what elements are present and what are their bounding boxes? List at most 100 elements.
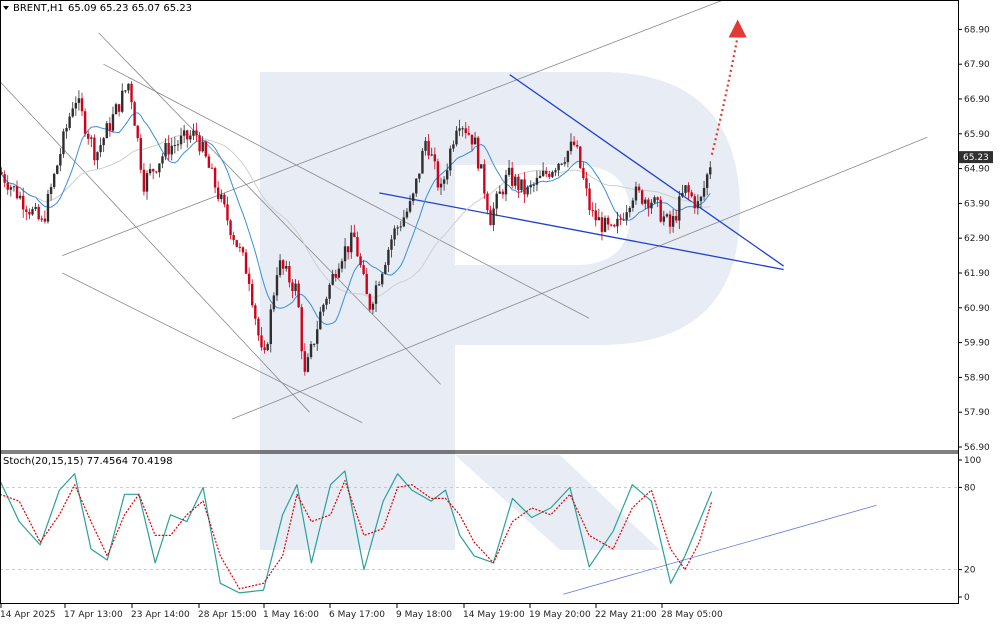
- candle-body: [442, 179, 446, 184]
- candle-body: [46, 193, 50, 222]
- time-tick-label: 28 May 05:00: [661, 610, 723, 620]
- time-tick-label: 14 Apr 2025: [0, 610, 56, 620]
- time-tick-label: 22 May 21:00: [595, 610, 657, 620]
- candle-body: [535, 177, 539, 185]
- dropdown-icon[interactable]: [3, 6, 9, 10]
- candle-body: [6, 182, 9, 190]
- candle-body: [130, 83, 133, 103]
- time-tick-label: 1 May 16:00: [263, 610, 319, 620]
- candle-body: [306, 357, 310, 372]
- trend-line-wedge-lower: [379, 192, 784, 271]
- candle-body: [687, 185, 690, 193]
- candle-body: [226, 204, 229, 221]
- stochastic-tick-label: 80: [964, 483, 976, 493]
- candle-body: [216, 187, 220, 200]
- candle-body: [15, 186, 19, 199]
- candle-body: [405, 211, 409, 218]
- candle-body: [241, 247, 245, 253]
- candle-body: [396, 227, 399, 229]
- candle-body: [696, 201, 700, 209]
- stochastic-stoch_signal-line: [0, 480, 713, 590]
- symbol-label: BRENT,H1: [13, 3, 64, 14]
- candle-body: [117, 104, 121, 112]
- time-tick-label: 23 Apr 14:00: [131, 610, 190, 620]
- candle-body: [606, 217, 610, 225]
- candle-body: [470, 134, 474, 145]
- candle-body: [557, 163, 560, 171]
- candle-body: [340, 261, 344, 269]
- candle-body: [56, 165, 59, 174]
- candle-body: [121, 90, 124, 112]
- candle-body: [223, 194, 226, 205]
- stochastic-label: Stoch(20,15,15) 77.4564 70.4198: [3, 456, 173, 467]
- candle-body: [709, 167, 712, 175]
- candle-body: [458, 128, 461, 131]
- candle-body: [548, 173, 551, 177]
- candle-body: [155, 171, 158, 173]
- candle-body: [198, 135, 201, 152]
- candle-body: [0, 172, 3, 175]
- candle-body: [554, 170, 557, 172]
- chart-frame: [0, 0, 959, 604]
- candle-body: [371, 303, 375, 310]
- candle-body: [127, 83, 130, 91]
- price-tick-label: 67.90: [964, 60, 990, 70]
- candle-body: [31, 209, 34, 215]
- candle-body: [34, 206, 37, 210]
- candle-body: [520, 179, 523, 191]
- current-price-label: 65.23: [963, 153, 989, 163]
- candle-body: [353, 232, 356, 237]
- candle-body: [136, 125, 139, 139]
- candle-body: [167, 142, 170, 155]
- candle-body: [179, 135, 183, 145]
- symbol-header[interactable]: BRENT,H1 65.09 65.23 65.07 65.23: [3, 3, 192, 14]
- candle-body: [653, 197, 656, 203]
- time-tick-label: 28 Apr 15:00: [198, 610, 257, 620]
- candle-body: [622, 219, 625, 221]
- price-axis: 68.90 67.90 66.90 65.90 64.90 63.90 62.90 61.90…: [958, 25, 993, 453]
- candle-body: [439, 183, 443, 188]
- time-axis: 14 Apr 2025 17 Apr 13:00 23 Apr 14:00 28 Ap…: [0, 604, 723, 620]
- candle-body: [436, 161, 440, 188]
- candle-body: [93, 137, 96, 161]
- candle-body: [158, 163, 161, 173]
- candle-body: [275, 275, 279, 296]
- watermark-leg: [455, 455, 660, 550]
- candle-body: [616, 218, 619, 227]
- candle-body: [90, 137, 93, 139]
- candle-body: [195, 130, 198, 136]
- candle-body: [65, 127, 68, 132]
- candle-body: [529, 185, 532, 188]
- candle-body: [207, 156, 211, 168]
- ohlc-label: 65.09 65.23 65.07 65.23: [68, 3, 192, 14]
- candle-body: [148, 169, 152, 174]
- candle-body: [254, 305, 257, 319]
- candle-body: [247, 273, 251, 284]
- candle-body: [108, 123, 112, 131]
- trend-line-fan-4: [62, 272, 363, 423]
- stochastic-panel[interactable]: [0, 470, 958, 595]
- candle-body: [331, 274, 334, 285]
- candle-body: [449, 148, 452, 171]
- candle-body: [235, 240, 238, 247]
- current-price-tag: [959, 151, 993, 164]
- candle-body: [572, 141, 576, 145]
- candle-body: [455, 130, 458, 145]
- price-tick-label: 64.90: [964, 165, 990, 175]
- candle-body: [37, 206, 40, 220]
- candle-body: [631, 200, 635, 208]
- candle-body: [62, 131, 65, 155]
- candle-body: [272, 295, 276, 310]
- candle-body: [257, 318, 260, 336]
- candle-body: [186, 130, 189, 140]
- candle-body: [418, 173, 421, 179]
- price-panel[interactable]: [0, 0, 928, 423]
- candle-body: [594, 210, 597, 221]
- candle-body: [80, 98, 84, 112]
- price-tick-label: 63.90: [964, 199, 990, 209]
- candle-body: [399, 226, 402, 228]
- candle-body: [210, 167, 214, 169]
- candle-body: [170, 145, 173, 155]
- candle-body: [575, 144, 579, 147]
- candle-body: [294, 283, 297, 292]
